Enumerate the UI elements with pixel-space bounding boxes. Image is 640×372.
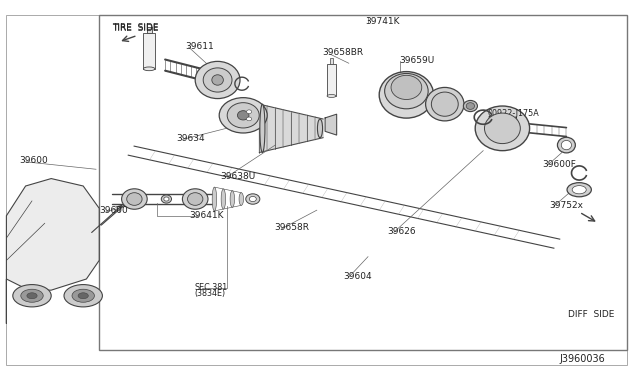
Polygon shape <box>315 117 323 140</box>
Ellipse shape <box>572 186 586 194</box>
Polygon shape <box>128 146 560 248</box>
Ellipse shape <box>391 75 422 99</box>
Ellipse shape <box>246 194 260 204</box>
Text: 39658BR: 39658BR <box>323 48 364 57</box>
Text: 39641K: 39641K <box>189 211 224 219</box>
Ellipse shape <box>161 195 172 203</box>
Text: 39658R: 39658R <box>274 223 309 232</box>
Ellipse shape <box>484 113 520 144</box>
Text: SEC.381: SEC.381 <box>195 283 228 292</box>
Text: 39600F: 39600F <box>543 160 577 169</box>
Text: 39752x: 39752x <box>549 201 583 210</box>
Ellipse shape <box>212 75 223 85</box>
Text: 39611: 39611 <box>186 42 214 51</box>
Bar <box>330 58 333 64</box>
Text: TIRE  SIDE: TIRE SIDE <box>112 23 159 32</box>
Bar <box>327 64 336 96</box>
Ellipse shape <box>237 111 249 120</box>
Ellipse shape <box>561 141 572 150</box>
Ellipse shape <box>260 104 265 153</box>
Ellipse shape <box>78 293 88 299</box>
Polygon shape <box>6 179 99 324</box>
Polygon shape <box>259 104 268 153</box>
Ellipse shape <box>379 72 434 118</box>
Ellipse shape <box>246 110 252 113</box>
Polygon shape <box>300 113 307 143</box>
Ellipse shape <box>143 67 155 71</box>
Bar <box>143 33 155 69</box>
Ellipse shape <box>567 183 591 197</box>
Polygon shape <box>307 115 315 141</box>
Ellipse shape <box>219 98 268 133</box>
Text: 39600: 39600 <box>19 156 48 165</box>
Ellipse shape <box>317 119 323 138</box>
Ellipse shape <box>122 189 147 209</box>
Text: 39600: 39600 <box>99 206 128 215</box>
Text: 39659U: 39659U <box>399 56 435 65</box>
Ellipse shape <box>230 191 235 207</box>
Ellipse shape <box>13 285 51 307</box>
Polygon shape <box>283 110 291 147</box>
Text: DIFF  SIDE: DIFF SIDE <box>568 310 614 319</box>
Ellipse shape <box>127 193 142 205</box>
Ellipse shape <box>182 189 208 209</box>
Ellipse shape <box>27 293 37 299</box>
Ellipse shape <box>239 193 244 205</box>
Ellipse shape <box>476 106 530 151</box>
Ellipse shape <box>72 289 95 302</box>
Polygon shape <box>275 108 283 149</box>
Ellipse shape <box>463 100 477 112</box>
Ellipse shape <box>227 103 259 128</box>
Text: 39741K: 39741K <box>365 17 399 26</box>
Text: J3960036: J3960036 <box>559 354 605 364</box>
Text: (3834E): (3834E) <box>195 289 226 298</box>
Ellipse shape <box>246 117 252 121</box>
Ellipse shape <box>385 74 428 109</box>
Ellipse shape <box>250 196 256 202</box>
Ellipse shape <box>221 189 226 209</box>
Bar <box>99 15 627 350</box>
Text: 39638U: 39638U <box>220 172 255 181</box>
Ellipse shape <box>164 197 169 201</box>
Ellipse shape <box>327 94 336 97</box>
Bar <box>147 27 152 33</box>
Polygon shape <box>291 112 300 145</box>
Ellipse shape <box>204 68 232 92</box>
Text: RING(e): RING(e) <box>488 116 518 125</box>
Text: 39626: 39626 <box>387 227 416 236</box>
Text: 39604: 39604 <box>343 272 372 280</box>
Text: 39634: 39634 <box>177 134 205 143</box>
Ellipse shape <box>20 289 44 302</box>
Polygon shape <box>325 114 337 135</box>
Ellipse shape <box>188 193 203 205</box>
Polygon shape <box>268 106 275 151</box>
Ellipse shape <box>431 92 458 116</box>
Ellipse shape <box>212 187 216 211</box>
Ellipse shape <box>557 137 575 153</box>
Ellipse shape <box>195 61 240 99</box>
Ellipse shape <box>466 103 475 109</box>
Text: 00922-J175A: 00922-J175A <box>488 109 540 118</box>
Ellipse shape <box>426 87 464 121</box>
Ellipse shape <box>64 285 102 307</box>
Text: TIRE  SIDE: TIRE SIDE <box>112 24 159 33</box>
Bar <box>317 19 531 210</box>
